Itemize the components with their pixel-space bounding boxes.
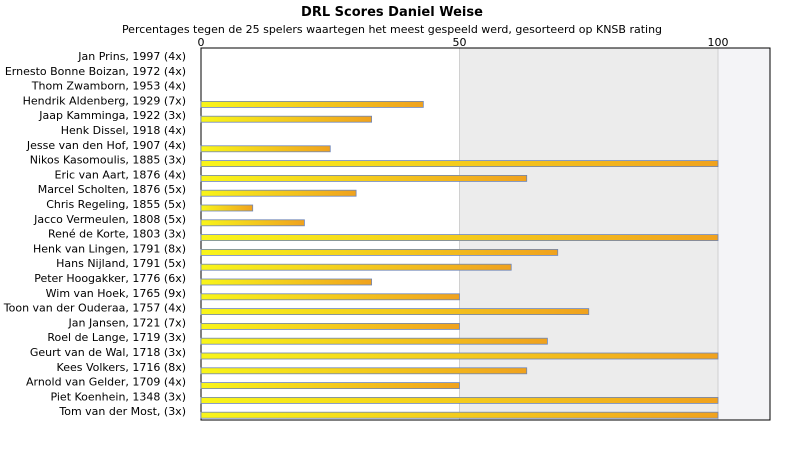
category-label: Nikos Kasomoulis, 1885 (3x)	[30, 154, 186, 167]
category-label: Jacco Vermeulen, 1808 (5x)	[33, 213, 186, 226]
category-label: Tom van der Most, (3x)	[58, 405, 186, 418]
bar	[200, 411, 719, 419]
category-label: Jaap Kamminga, 1922 (3x)	[38, 109, 186, 122]
background-band	[459, 48, 718, 420]
bar	[200, 367, 528, 375]
bar	[200, 337, 548, 345]
category-label: Chris Regeling, 1855 (5x)	[46, 198, 186, 211]
bar	[200, 101, 424, 108]
bar	[200, 263, 512, 271]
category-label: Jesse van den Hof, 1907 (4x)	[26, 139, 186, 152]
category-label: Henk Dissel, 1918 (4x)	[61, 124, 186, 137]
category-label: Roel de Lange, 1719 (3x)	[47, 331, 186, 344]
bar	[200, 145, 331, 153]
category-label: Piet Koenhein, 1348 (3x)	[50, 390, 186, 403]
bar	[200, 189, 357, 197]
category-label: Jan Prins, 1997 (4x)	[77, 50, 186, 63]
category-label: Jan Jansen, 1721 (7x)	[68, 316, 186, 329]
bar	[200, 234, 719, 242]
bar	[200, 308, 590, 316]
chart-subtitle: Percentages tegen de 25 spelers waartege…	[122, 23, 662, 36]
category-label: Hans Nijland, 1791 (5x)	[56, 257, 186, 270]
category-label: Henk van Lingen, 1791 (8x)	[33, 242, 186, 255]
category-label: Geurt van de Wal, 1718 (3x)	[30, 346, 186, 359]
category-label: Eric van Aart, 1876 (4x)	[55, 168, 186, 181]
bar	[200, 174, 528, 182]
category-label: Thom Zwamborn, 1953 (4x)	[31, 80, 186, 93]
bar	[200, 278, 373, 286]
bar	[200, 204, 254, 212]
bar	[200, 396, 719, 404]
category-label: René de Korte, 1803 (3x)	[48, 228, 186, 241]
category-label: Ernesto Bonne Boizan, 1972 (4x)	[5, 65, 186, 78]
category-label: Toon van der Ouderaa, 1757 (4x)	[3, 302, 186, 315]
x-tick-label: 50	[453, 36, 467, 49]
category-label: Peter Hoogakker, 1776 (6x)	[34, 272, 186, 285]
category-label: Kees Volkers, 1716 (8x)	[57, 361, 186, 374]
bar	[200, 322, 460, 330]
chart-title: DRL Scores Daniel Weise	[301, 5, 483, 20]
bar	[200, 352, 719, 360]
x-tick-label: 100	[708, 36, 729, 49]
bar	[200, 248, 559, 256]
category-label: Arnold van Gelder, 1709 (4x)	[26, 376, 186, 389]
category-label: Hendrik Aldenberg, 1929 (7x)	[23, 94, 186, 107]
x-tick-label: 0	[198, 36, 205, 49]
bar	[200, 382, 460, 390]
plot-area: 0 50 100 Jan Prins, 1997 (4x) Ernesto Bonne …	[3, 36, 771, 421]
bar	[200, 115, 373, 123]
category-label: Marcel Scholten, 1876 (5x)	[38, 183, 186, 196]
plot-border	[200, 47, 771, 421]
bar	[200, 219, 305, 227]
background-band	[718, 48, 770, 420]
category-label: Wim van Hoek, 1765 (9x)	[46, 287, 186, 300]
bar	[200, 293, 460, 301]
bar	[200, 160, 719, 168]
